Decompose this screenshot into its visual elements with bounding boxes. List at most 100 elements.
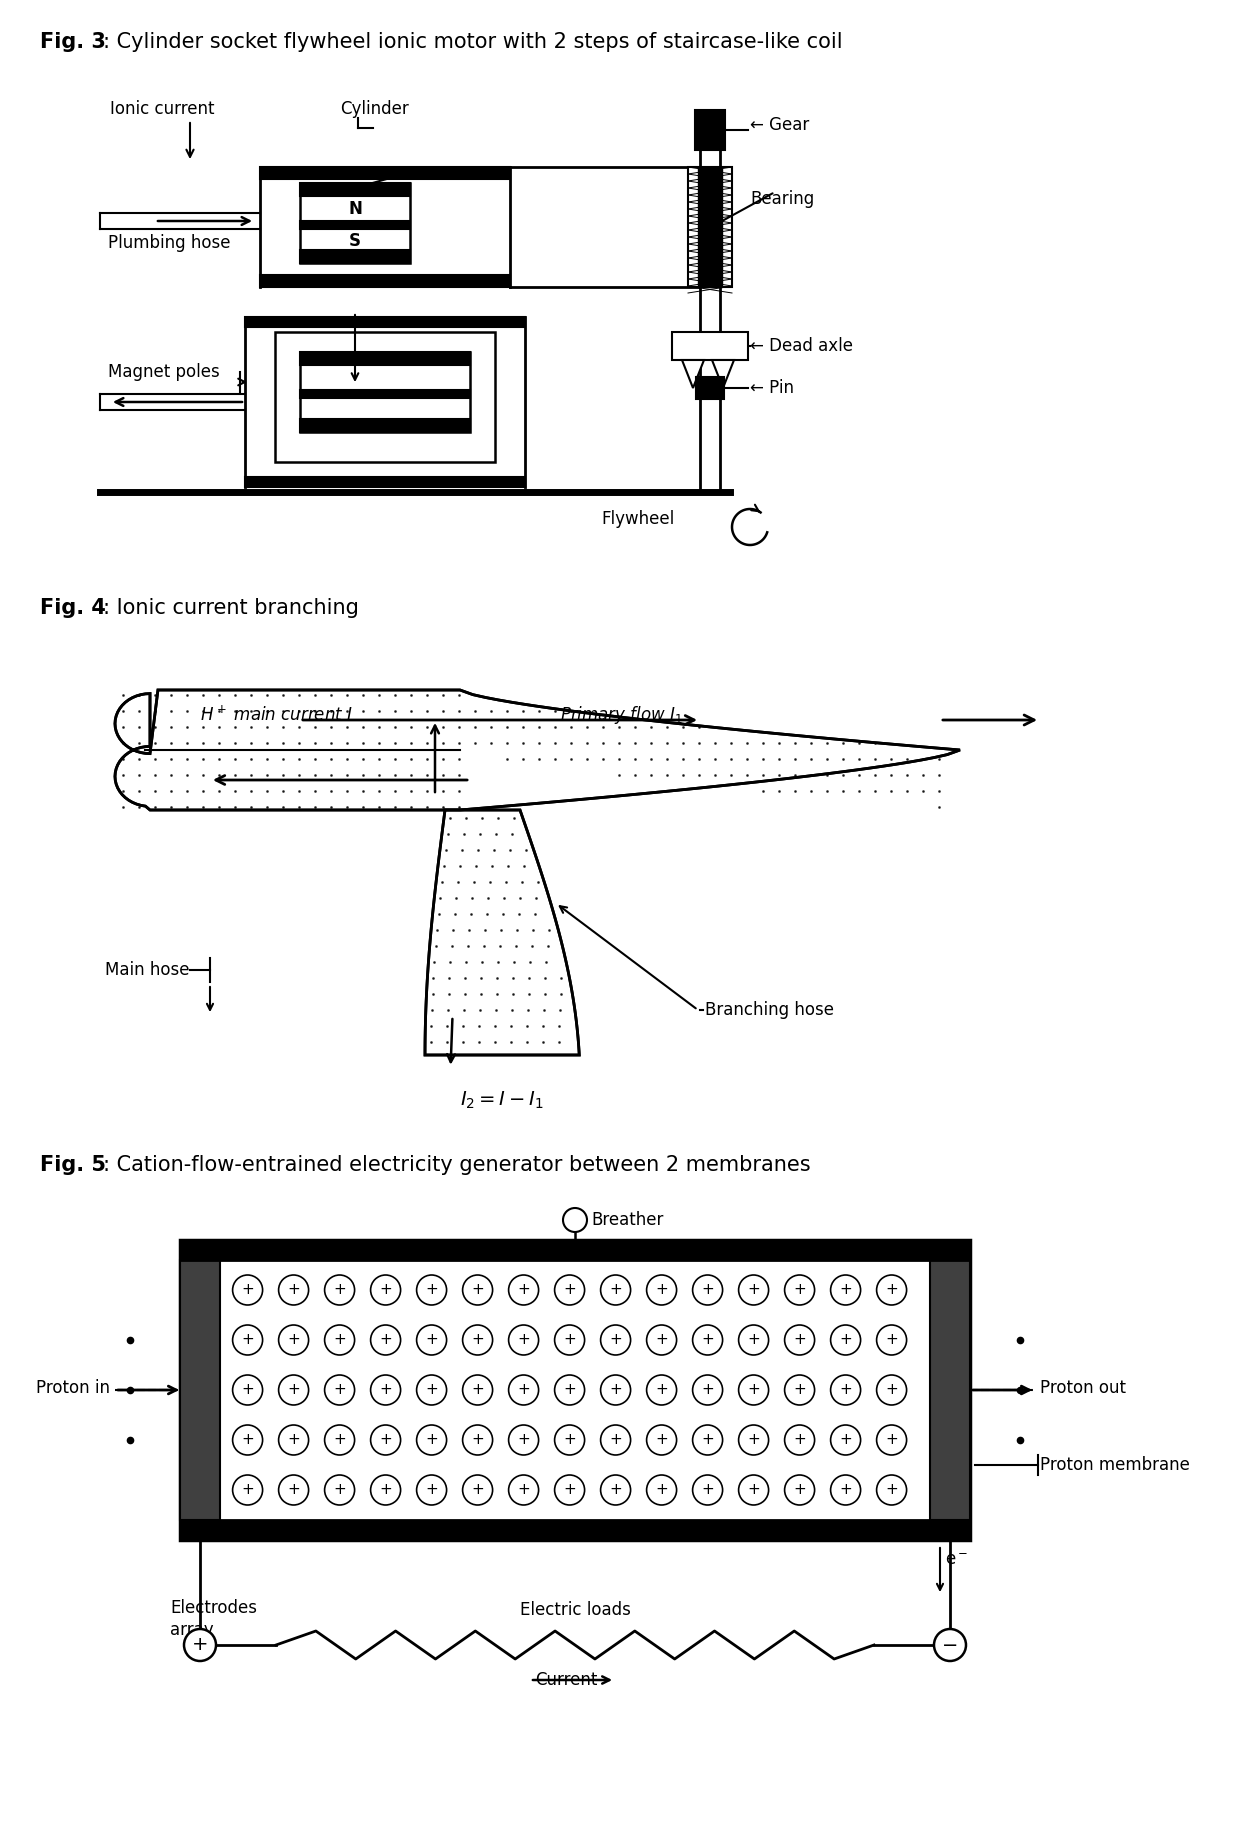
Text: +: + — [748, 1382, 760, 1397]
Circle shape — [554, 1325, 584, 1355]
Circle shape — [233, 1425, 263, 1454]
Text: +: + — [885, 1432, 898, 1447]
Text: +: + — [242, 1332, 254, 1347]
Text: +: + — [471, 1283, 484, 1297]
Text: +: + — [471, 1332, 484, 1347]
Text: +: + — [425, 1432, 438, 1447]
Text: +: + — [609, 1382, 622, 1397]
Text: Magnet poles: Magnet poles — [108, 362, 219, 381]
Text: N: N — [378, 401, 392, 419]
Text: +: + — [563, 1482, 575, 1497]
Circle shape — [785, 1375, 815, 1404]
Circle shape — [693, 1425, 723, 1454]
Circle shape — [325, 1425, 355, 1454]
Text: +: + — [885, 1482, 898, 1497]
Circle shape — [877, 1375, 906, 1404]
Text: Electric loads: Electric loads — [520, 1600, 630, 1619]
Bar — [300, 390, 470, 397]
Circle shape — [646, 1475, 677, 1504]
Text: +: + — [563, 1283, 575, 1297]
Circle shape — [508, 1275, 538, 1305]
Circle shape — [463, 1425, 492, 1454]
Circle shape — [325, 1325, 355, 1355]
Text: +: + — [885, 1332, 898, 1347]
Text: +: + — [563, 1332, 575, 1347]
Text: +: + — [517, 1432, 529, 1447]
Text: Ionic current: Ionic current — [110, 100, 215, 118]
Text: +: + — [517, 1332, 529, 1347]
Circle shape — [739, 1325, 769, 1355]
Text: +: + — [517, 1382, 529, 1397]
Circle shape — [184, 1628, 216, 1661]
Circle shape — [554, 1275, 584, 1305]
Text: +: + — [242, 1432, 254, 1447]
Circle shape — [279, 1375, 309, 1404]
Text: +: + — [288, 1482, 300, 1497]
Text: +: + — [379, 1482, 392, 1497]
Bar — [701, 111, 720, 492]
Circle shape — [600, 1325, 631, 1355]
Circle shape — [417, 1275, 446, 1305]
Circle shape — [325, 1475, 355, 1504]
Bar — [275, 333, 495, 462]
Circle shape — [563, 1209, 587, 1233]
Circle shape — [233, 1375, 263, 1404]
Text: Breather: Breather — [591, 1210, 663, 1229]
Text: Primary flow $\mathit{I}_1$: Primary flow $\mathit{I}_1$ — [560, 704, 683, 726]
Polygon shape — [115, 689, 960, 809]
Text: S: S — [379, 370, 391, 386]
Bar — [300, 419, 470, 432]
Bar — [696, 377, 724, 399]
Circle shape — [508, 1475, 538, 1504]
Text: +: + — [655, 1382, 668, 1397]
Text: +: + — [379, 1332, 392, 1347]
Circle shape — [600, 1475, 631, 1504]
Circle shape — [554, 1475, 584, 1504]
Text: +: + — [885, 1283, 898, 1297]
Circle shape — [463, 1275, 492, 1305]
Circle shape — [831, 1425, 861, 1454]
Text: +: + — [609, 1432, 622, 1447]
Text: $\mathit{I}_2 = \mathit{I} - \mathit{I}_1$: $\mathit{I}_2 = \mathit{I} - \mathit{I}_… — [460, 1090, 544, 1111]
Circle shape — [463, 1475, 492, 1504]
Circle shape — [739, 1375, 769, 1404]
Text: +: + — [334, 1283, 346, 1297]
Circle shape — [693, 1325, 723, 1355]
Circle shape — [508, 1375, 538, 1404]
Text: +: + — [288, 1432, 300, 1447]
Text: +: + — [655, 1482, 668, 1497]
Text: : Cylinder socket flywheel ionic motor with 2 steps of staircase-like coil: : Cylinder socket flywheel ionic motor w… — [103, 31, 843, 52]
Text: +: + — [609, 1283, 622, 1297]
Circle shape — [831, 1325, 861, 1355]
Circle shape — [693, 1475, 723, 1504]
Text: +: + — [609, 1332, 622, 1347]
Polygon shape — [712, 360, 734, 388]
Circle shape — [600, 1275, 631, 1305]
Bar — [300, 183, 410, 262]
Text: −: − — [942, 1635, 959, 1654]
Text: +: + — [379, 1432, 392, 1447]
Polygon shape — [682, 360, 704, 388]
Text: +: + — [471, 1432, 484, 1447]
Circle shape — [417, 1425, 446, 1454]
Circle shape — [934, 1628, 966, 1661]
Text: +: + — [748, 1283, 760, 1297]
Text: Electrodes: Electrodes — [170, 1599, 257, 1617]
Text: Flywheel: Flywheel — [601, 510, 675, 529]
Bar — [180, 1240, 970, 1539]
Text: +: + — [471, 1482, 484, 1497]
Bar — [300, 351, 470, 366]
Text: +: + — [839, 1382, 852, 1397]
Circle shape — [785, 1325, 815, 1355]
Text: : Cation-flow-entrained electricity generator between 2 membranes: : Cation-flow-entrained electricity gene… — [103, 1155, 811, 1175]
Text: +: + — [242, 1283, 254, 1297]
Text: +: + — [702, 1482, 714, 1497]
Circle shape — [877, 1325, 906, 1355]
Circle shape — [508, 1425, 538, 1454]
Text: Fig. 3: Fig. 3 — [40, 31, 105, 52]
Text: +: + — [839, 1332, 852, 1347]
Circle shape — [785, 1425, 815, 1454]
Text: +: + — [379, 1382, 392, 1397]
Polygon shape — [425, 809, 579, 1055]
Text: +: + — [379, 1283, 392, 1297]
